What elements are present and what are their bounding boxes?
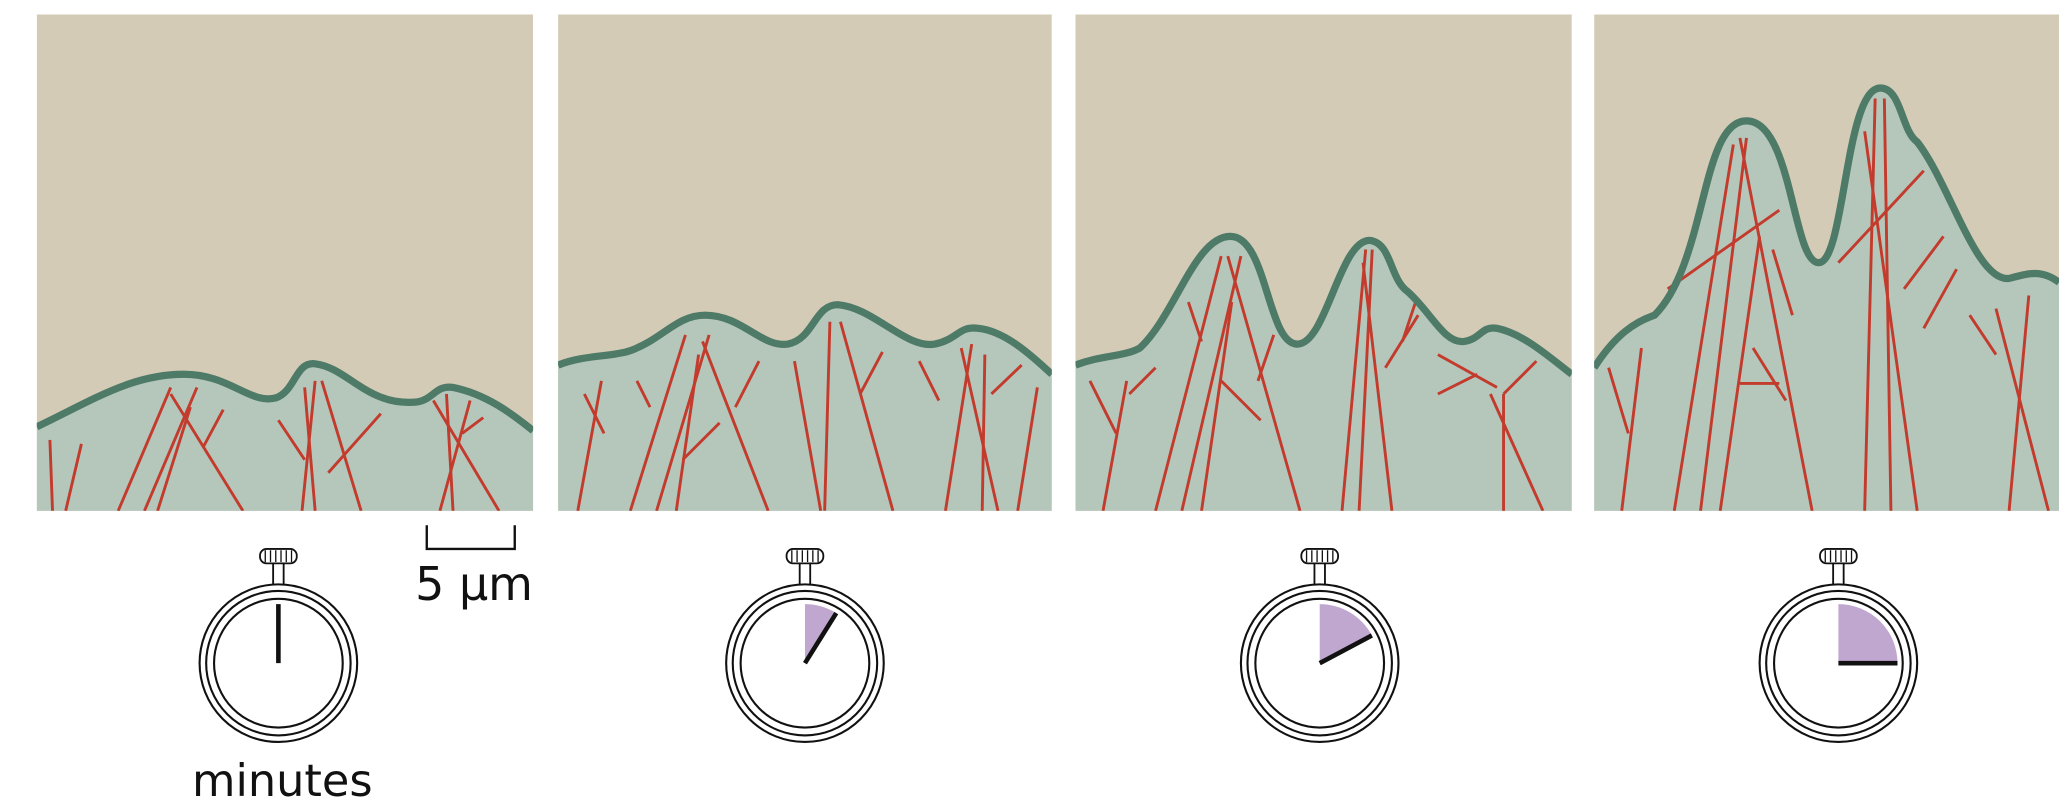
panel	[1075, 14, 1571, 510]
panel	[558, 14, 1052, 510]
timer-label: minutes	[192, 755, 373, 807]
panel	[1594, 14, 2059, 510]
diagram: 5 μm minutes	[0, 0, 2059, 807]
scale-label: 5 μm	[415, 557, 533, 611]
panel	[37, 14, 533, 510]
scale-bar	[427, 525, 515, 549]
